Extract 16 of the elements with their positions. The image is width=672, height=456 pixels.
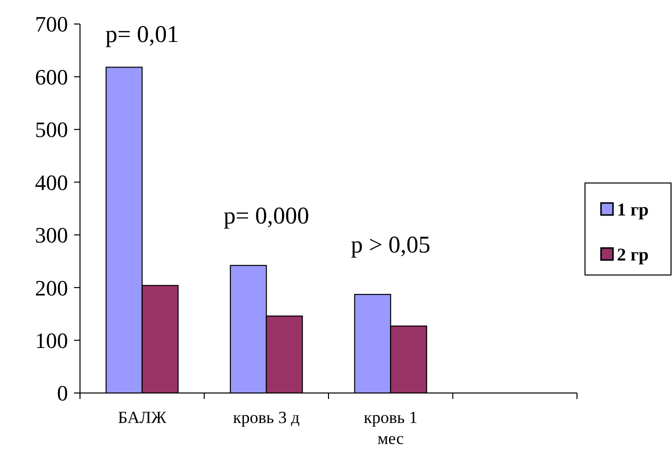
annotation: p > 0,05 xyxy=(350,232,430,258)
annotation: p= 0,01 xyxy=(105,22,179,48)
y-tick-label: 100 xyxy=(35,328,68,353)
x-tick-label: кровь 3 д xyxy=(233,408,300,427)
y-tick-label: 700 xyxy=(35,12,68,37)
y-tick-label: 600 xyxy=(35,64,68,90)
legend-label: 2 гр xyxy=(617,244,649,264)
y-tick-label: 400 xyxy=(35,170,68,195)
y-tick-label: 0 xyxy=(57,380,68,406)
legend-label: 1 гр xyxy=(617,199,649,220)
annotation: p= 0,000 xyxy=(224,203,310,230)
y-tick-label: 300 xyxy=(35,222,68,248)
x-tick-label: БАЛЖ xyxy=(118,408,168,427)
y-tick-label: 500 xyxy=(35,117,68,142)
y-tick-label: 200 xyxy=(35,275,68,300)
x-tick-label: кровь 1 мес xyxy=(364,408,418,448)
